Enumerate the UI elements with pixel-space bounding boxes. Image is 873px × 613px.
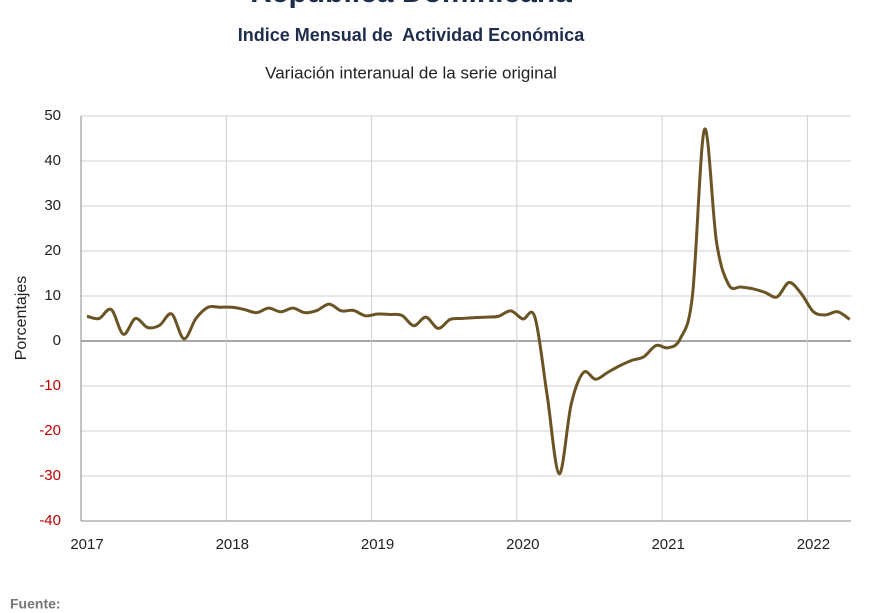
y-tick-label: 50 bbox=[44, 107, 61, 124]
x-tick-label: 2021 bbox=[651, 536, 684, 553]
chart-subtitle: Indice Mensual de Actividad Económica bbox=[238, 25, 585, 45]
y-axis-label: Porcentajes bbox=[13, 276, 30, 361]
x-tick-label: 2020 bbox=[506, 536, 539, 553]
chart-title: República Dominicana bbox=[250, 0, 572, 9]
data-line bbox=[86, 127, 851, 476]
chart-subtitle2: Variación interanual de la serie origina… bbox=[265, 63, 557, 82]
y-tick-label: 10 bbox=[44, 287, 61, 304]
y-tick-label: 20 bbox=[44, 242, 61, 259]
y-tick-label: 30 bbox=[44, 197, 61, 214]
y-tick-label: -40 bbox=[39, 512, 61, 529]
footer: Fuente: bbox=[10, 596, 61, 612]
y-tick-label: -20 bbox=[39, 422, 61, 439]
x-tick-label: 2018 bbox=[216, 536, 249, 553]
x-tick-label: 2017 bbox=[70, 536, 103, 553]
y-tick-label: -10 bbox=[39, 377, 61, 394]
x-tick-label: 2022 bbox=[797, 536, 830, 553]
y-tick-label: 0 bbox=[53, 332, 61, 349]
y-tick-label: -30 bbox=[39, 467, 61, 484]
x-tick-label: 2019 bbox=[361, 536, 394, 553]
y-tick-label: 40 bbox=[44, 152, 61, 169]
